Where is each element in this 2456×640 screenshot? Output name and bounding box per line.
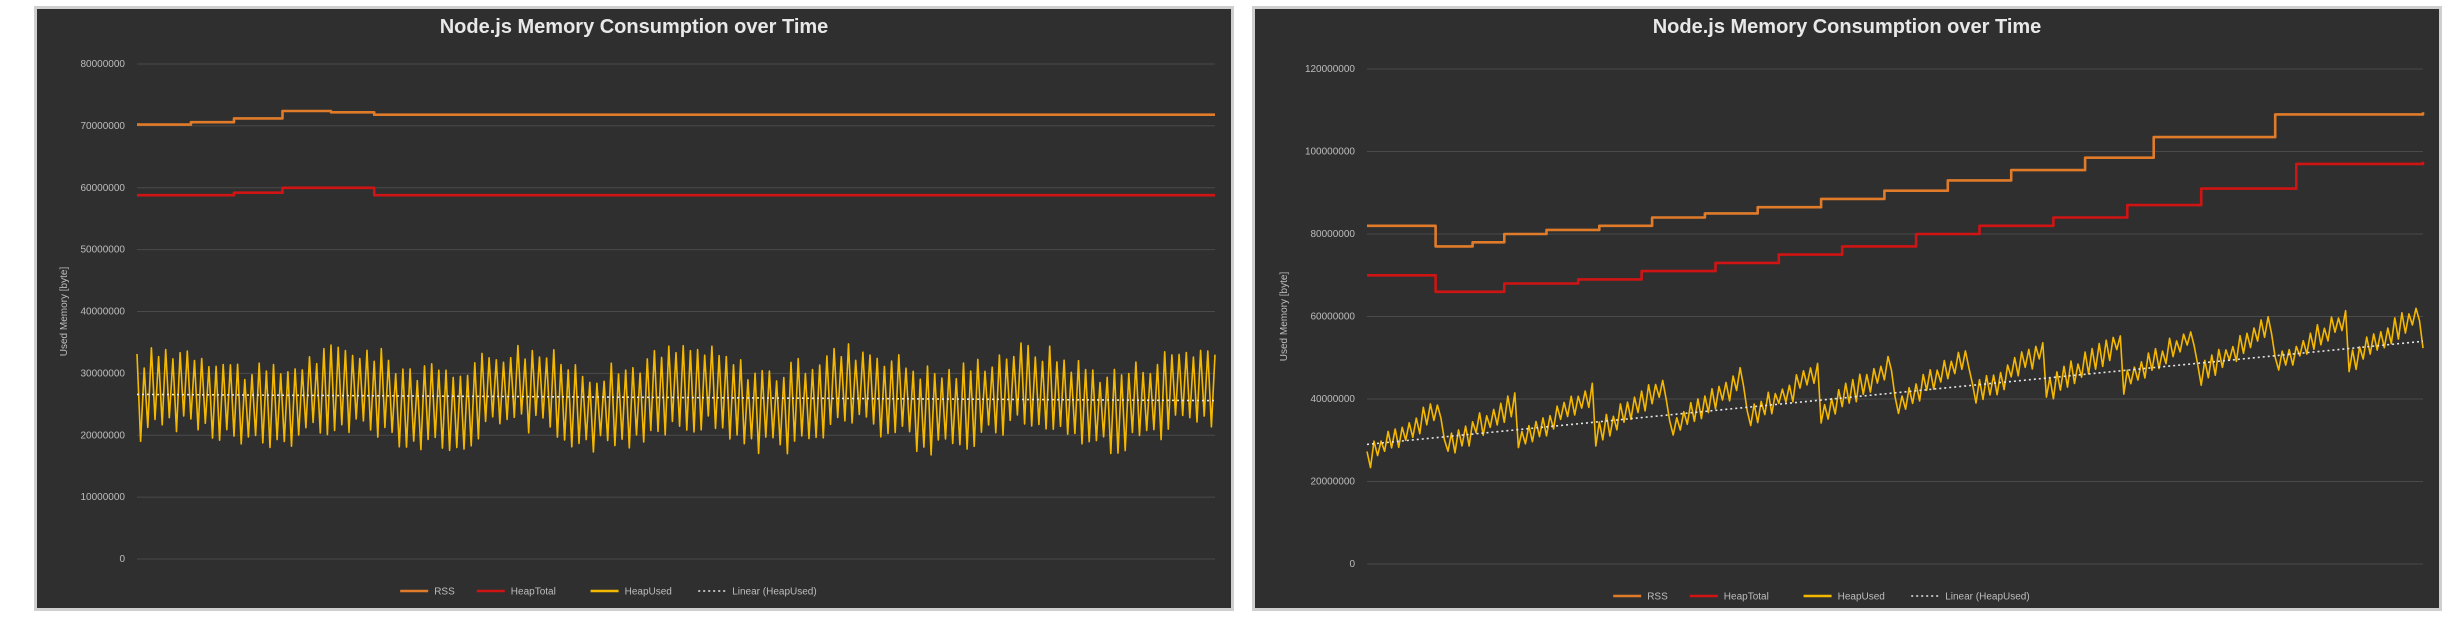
series-line-heapused [1366, 307, 2424, 469]
y-tick-label: 100000000 [1305, 147, 1355, 158]
y-tick-label: 10000000 [81, 492, 126, 503]
y-tick-label: 0 [1349, 559, 1355, 570]
y-tick-label: 80000000 [81, 59, 126, 70]
chart-panel-left: Node.js Memory Consumption over Time 8000… [34, 6, 1234, 611]
legend-entry: Linear (HeapUsed) [732, 587, 817, 598]
y-tick-label: 50000000 [81, 245, 126, 256]
chart-title: Node.js Memory Consumption over Time [440, 16, 829, 38]
chart-panel-right: Node.js Memory Consumption over Time 1200… [1252, 6, 2442, 611]
legend-entry: RSS [1647, 592, 1668, 603]
y-tick-label: 40000000 [81, 307, 126, 318]
memory-chart-left: Node.js Memory Consumption over Time 8000… [59, 16, 1216, 598]
legend-entry: HeapUsed [1838, 592, 1885, 603]
series-line-heapused [136, 342, 1216, 456]
series-line-rss [1367, 112, 2425, 248]
y-tick-label: 120000000 [1305, 64, 1355, 75]
legend-entry: Linear (HeapUsed) [1945, 592, 2030, 603]
memory-chart-right: Node.js Memory Consumption over Time 1200… [1279, 16, 2425, 603]
y-tick-label: 70000000 [81, 121, 126, 132]
y-axis-label: Used Memory [byte] [1279, 272, 1290, 362]
legend-entry: HeapUsed [625, 587, 672, 598]
y-tick-label: 60000000 [81, 183, 126, 194]
y-axis-label: Used Memory [byte] [59, 267, 70, 357]
y-tick-label: 30000000 [81, 368, 126, 379]
y-tick-label: 40000000 [1311, 394, 1356, 405]
y-tick-label: 20000000 [81, 430, 126, 441]
series-line-linear-heapused- [136, 393, 1216, 402]
y-tick-label: 20000000 [1311, 477, 1356, 488]
legend-entry: RSS [434, 587, 455, 598]
y-tick-label: 80000000 [1311, 229, 1356, 240]
series-line-heaptotal [1367, 161, 2425, 294]
series-line-linear-heapused- [1366, 340, 2424, 446]
chart-title: Node.js Memory Consumption over Time [1653, 16, 2042, 38]
y-tick-label: 60000000 [1311, 312, 1356, 323]
y-tick-label: 0 [119, 554, 125, 565]
series-line-heaptotal [137, 186, 1215, 197]
legend-entry: HeapTotal [1724, 592, 1769, 603]
legend-entry: HeapTotal [511, 587, 556, 598]
series-line-rss [137, 109, 1215, 126]
